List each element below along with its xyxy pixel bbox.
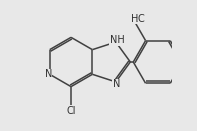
- Text: NH: NH: [110, 35, 125, 45]
- Text: Cl: Cl: [66, 106, 76, 116]
- Text: N: N: [113, 79, 120, 89]
- Text: N: N: [45, 69, 52, 79]
- Text: C: C: [138, 14, 145, 24]
- Text: 3: 3: [136, 17, 141, 23]
- Text: H: H: [131, 14, 138, 24]
